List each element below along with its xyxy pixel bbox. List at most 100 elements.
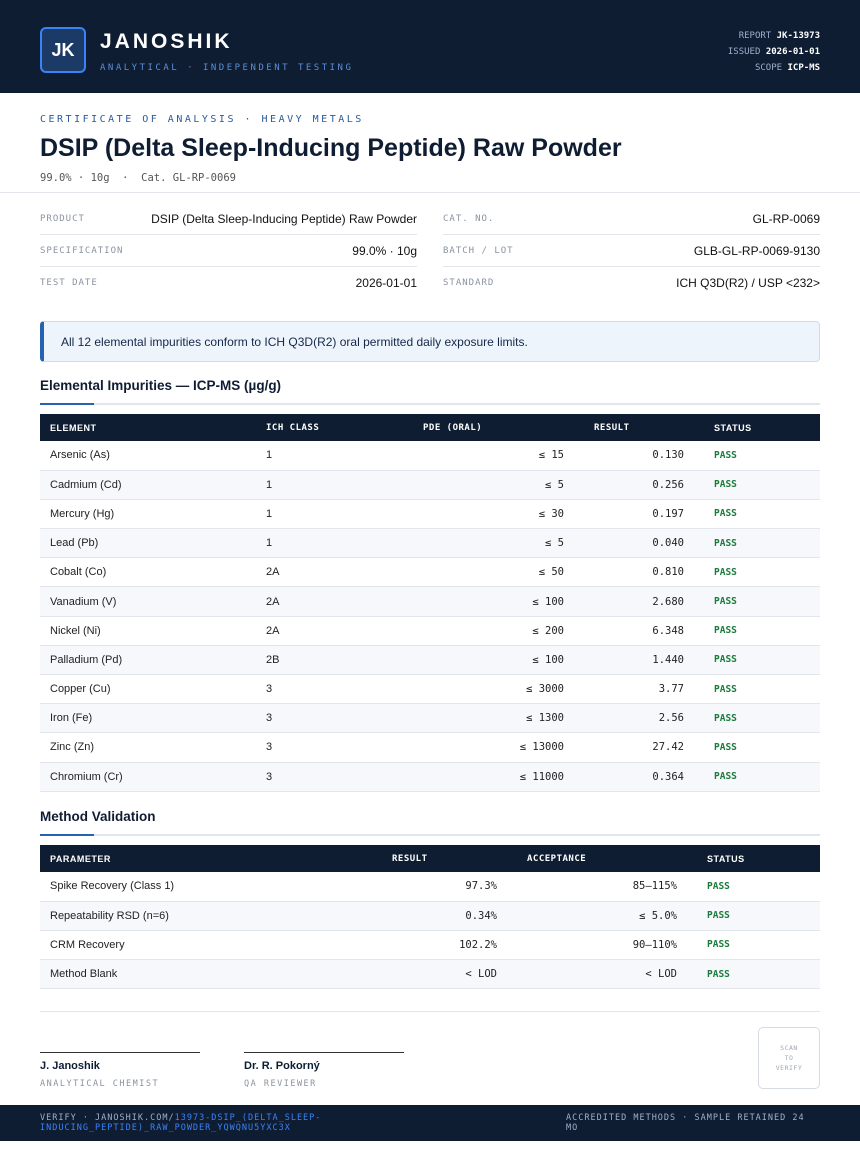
cell: 3.77 [584,674,704,705]
table-row: CRM Recovery 102.2% 90–110% PASS [40,930,820,961]
cell: < LOD [517,959,697,990]
table-row: Iron (Fe) 3 ≤ 1300 2.56 PASS [40,703,820,734]
meta-label: REPORT [738,31,772,41]
kicker: CERTIFICATE OF ANALYSIS · HEAVY METALS [40,114,364,125]
cell: 90–110% [517,930,697,961]
column-header: PARAMETER [40,845,382,872]
scan-box[interactable]: SCAN TO VERIFY [758,1027,820,1089]
verify-url[interactable]: 13973-DSIP_(DELTA_SLEEP-INDUCING_PEPTIDE… [40,1113,322,1133]
verify-link[interactable]: VERIFY · JANOSHIK.COM/13973-DSIP_(DELTA_… [40,1113,566,1133]
divider [40,1011,820,1012]
verify-prefix: VERIFY · JANOSHIK.COM/ [40,1113,175,1123]
cell: Nickel (Ni) [40,616,256,646]
info-key: STANDARD [443,278,495,288]
table-row: Arsenic (As) 1 ≤ 15 0.130 PASS [40,441,820,471]
cell: 1.440 [584,645,704,676]
impurities-table: ELEMENT ICH CLASS PDE (ORAL) RESULT STATUS Ar… [40,414,820,792]
info-row: TEST DATE 2026-01-01 [40,267,417,299]
cell: 0.364 [584,762,704,792]
column-header: STATUS [704,414,820,441]
column-header: RESULT [382,845,517,872]
cell: Spike Recovery (Class 1) [40,872,382,902]
cell: Arsenic (As) [40,441,256,471]
cell: 97.3% [382,872,517,902]
status: PASS [704,674,820,705]
meta-value: ICP-MS [787,63,820,73]
status: PASS [697,872,820,902]
cell: Vanadium (V) [40,586,256,617]
section-heading: Elemental Impurities — ICP-MS (µg/g) [40,378,282,393]
status: PASS [704,470,820,500]
notice: All 12 elemental impurities conform to I… [40,321,820,362]
table-row: Cadmium (Cd) 1 ≤ 5 0.256 PASS [40,470,820,500]
cell: ≤ 1300 [413,703,584,734]
status: PASS [697,901,820,931]
cell: Cadmium (Cd) [40,470,256,500]
info-row: CAT. NO. GL-RP-0069 [443,203,820,235]
table-row: Lead (Pb) 1 ≤ 5 0.040 PASS [40,528,820,559]
cell: 2A [256,557,413,588]
info-key: CAT. NO. [443,213,495,224]
brand: JANOSHIK [100,30,233,53]
cell: 0.040 [584,528,704,559]
meta-row: ISSUED 2026-01-01 [728,44,820,60]
cell: Palladium (Pd) [40,645,256,676]
signer-role: ANALYTICAL CHEMIST [40,1079,160,1089]
cell: 0.197 [584,499,704,530]
heading-rule [40,403,820,405]
column-header: STATUS [697,845,820,872]
table-row: Nickel (Ni) 2A ≤ 200 6.348 PASS [40,616,820,646]
footer: VERIFY · JANOSHIK.COM/13973-DSIP_(DELTA_… [0,1105,860,1141]
cell: 1 [256,470,413,500]
info-key: PRODUCT [40,213,85,224]
info-value: DSIP (Delta Sleep-Inducing Peptide) Raw … [151,211,417,226]
cell: Iron (Fe) [40,703,256,734]
cell: ≤ 30 [413,499,584,530]
signer-name: J. Janoshik [40,1060,100,1072]
table-row: Repeatability RSD (n=6) 0.34% ≤ 5.0% PASS [40,901,820,931]
table-row: Zinc (Zn) 3 ≤ 13000 27.42 PASS [40,732,820,763]
info-value: GL-RP-0069 [752,211,820,226]
info-key: BATCH / LOT [443,245,514,256]
table-row: Cobalt (Co) 2A ≤ 50 0.810 PASS [40,557,820,588]
meta-value: JK-13973 [776,31,820,41]
header: JK JANOSHIK ANALYTICAL · INDEPENDENT TES… [0,0,860,93]
table-row: Palladium (Pd) 2B ≤ 100 1.440 PASS [40,645,820,676]
info-row: BATCH / LOT GLB-GL-RP-0069-9130 [443,235,820,267]
scan-text: TO [784,1054,794,1062]
cell: 3 [256,732,413,763]
table-head: PARAMETER RESULT ACCEPTANCE STATUS [40,845,820,872]
status: PASS [704,499,820,530]
heading-rule [40,834,820,836]
status: PASS [704,528,820,559]
section-heading: Method Validation [40,809,156,824]
cell: ≤ 3000 [413,674,584,705]
header-row: ELEMENT ICH CLASS PDE (ORAL) RESULT STATUS [40,414,820,441]
cell: Repeatability RSD (n=6) [40,901,382,931]
column-header: PDE (ORAL) [413,414,584,441]
status: PASS [704,732,820,763]
validation-table: PARAMETER RESULT ACCEPTANCE STATUS Spike Rec… [40,845,820,990]
cell: Method Blank [40,959,382,990]
cell: 6.348 [584,616,704,646]
status: PASS [697,959,820,990]
signer-name: Dr. R. Pokorný [244,1060,320,1072]
cell: 2.680 [584,586,704,617]
cell: 0.130 [584,441,704,471]
cell: ≤ 15 [413,441,584,471]
status: PASS [704,441,820,471]
table-head: ELEMENT ICH CLASS PDE (ORAL) RESULT STATUS [40,414,820,441]
info-right: CAT. NO. GL-RP-0069 BATCH / LOT GLB-GL-RP-0… [443,203,820,299]
info-value: ICH Q3D(R2) / USP <232> [676,276,820,290]
status: PASS [704,586,820,617]
cell: 0.256 [584,470,704,500]
cell: 0.810 [584,557,704,588]
cell: < LOD [382,959,517,990]
cell: ≤ 100 [413,586,584,617]
cell: 0.34% [382,901,517,931]
cell: Copper (Cu) [40,674,256,705]
cell: CRM Recovery [40,930,382,961]
column-header: ELEMENT [40,414,256,441]
cell: ≤ 50 [413,557,584,588]
